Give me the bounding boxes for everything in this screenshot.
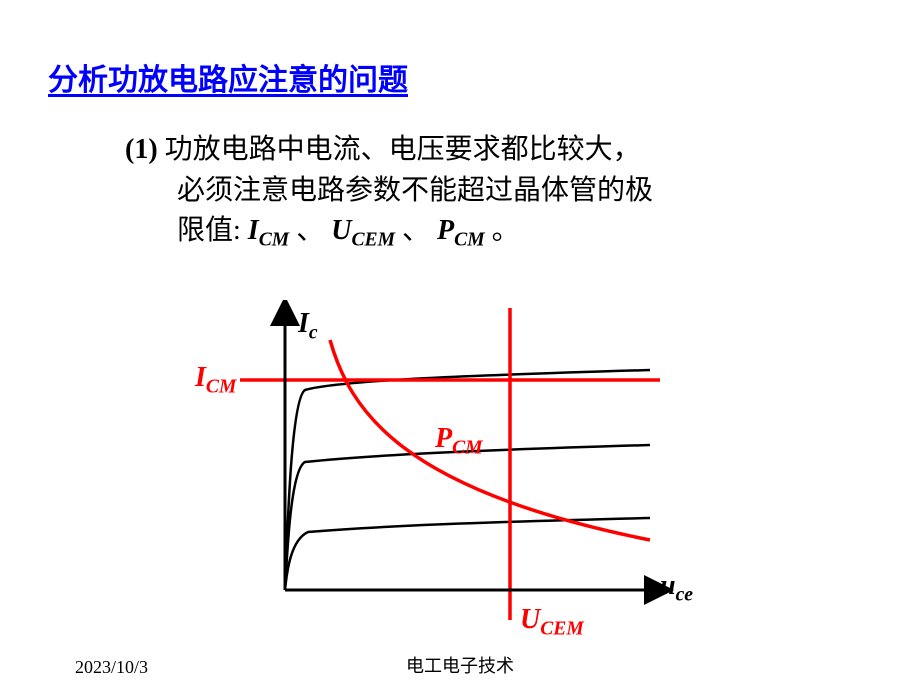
footer-date: 2023/10/3 [75, 657, 148, 678]
symbol-ucem: UCEM [331, 215, 395, 246]
icm-label: ICM [195, 362, 236, 399]
body-line3-pre: 限值: [177, 215, 248, 246]
symbol-pcm: PCM [437, 215, 485, 246]
body-line2: 必须注意电路参数不能超过晶体管的极 [177, 175, 653, 206]
body-line1: 功放电路中电流、电压要求都比较大， [165, 134, 641, 165]
ucem-label: UCEM [520, 604, 584, 641]
chart-svg [180, 300, 740, 640]
characteristic-curve [285, 445, 650, 590]
item-number: (1) [125, 134, 165, 165]
body-paragraph: (1) 功放电路中电流、电压要求都比较大， 必须注意电路参数不能超过晶体管的极 … [125, 130, 855, 255]
symbol-icm: ICM [248, 215, 289, 246]
sep1: 、 [289, 215, 331, 246]
x-axis-label: uce [660, 570, 693, 607]
sep2: 、 [395, 215, 437, 246]
pcm-label: PCM [435, 423, 483, 460]
body-tail: 。 [485, 215, 520, 246]
characteristic-curves [285, 370, 650, 590]
characteristic-curve [285, 370, 650, 590]
y-axis-label: Ic [298, 308, 318, 345]
transistor-characteristic-chart: Ic uce ICM UCEM PCM [180, 300, 740, 640]
pcm-limit-curve [330, 340, 650, 540]
page-title: 分析功放电路应注意的问题 [48, 55, 408, 99]
footer-title: 电工电子技术 [406, 652, 514, 678]
